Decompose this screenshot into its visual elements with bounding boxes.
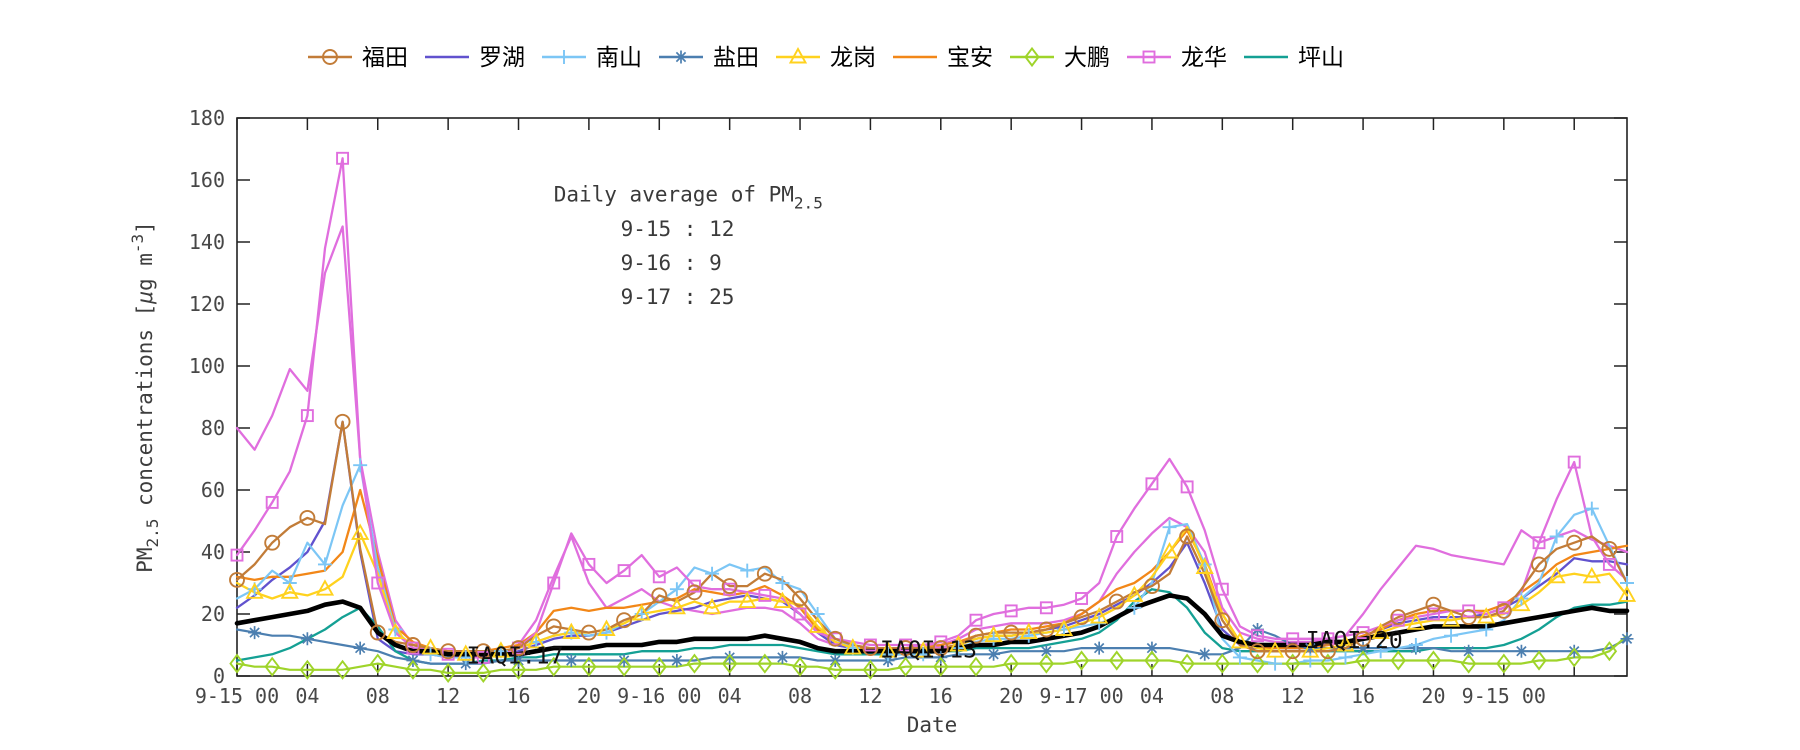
x-tick-label: 9-15 00: [195, 684, 279, 708]
x-tick-label: 20: [1421, 684, 1445, 708]
legend-label: 大鹏: [1064, 45, 1110, 71]
iaqi-annotation: IAQI:13: [880, 637, 977, 663]
legend-item-longgang: 龙岗: [776, 45, 876, 71]
tick-marks: 9-15 00 04 08 12 16 20 9-16 00 04 08 12 16 20 9-17 0…: [189, 106, 1627, 708]
legend-item-pingshan: 坪山: [1244, 45, 1344, 71]
y-tick-label: 100: [189, 354, 225, 378]
series-longgang-markers: [245, 523, 1637, 661]
legend-item-futian: 福田: [308, 45, 408, 71]
x-tick-label: 08: [788, 684, 812, 708]
x-tick-label: 04: [718, 684, 742, 708]
legend-item-baoan: 宝安: [893, 45, 993, 71]
iaqi-annotation: IAQI:20: [1306, 628, 1403, 654]
y-tick-label: 40: [201, 540, 225, 564]
legend-label: 南山: [596, 45, 642, 71]
x-tick-label: 16: [1351, 684, 1375, 708]
legend-item-luohu: 罗湖: [425, 45, 525, 71]
y-tick-label: 160: [189, 168, 225, 192]
series-longhua-unmarked-line: [235, 225, 1629, 659]
axis-titles: Date PM2.5 concentrations [μg m-3]: [128, 221, 957, 737]
legend-item-dapeng: 大鹏: [1010, 45, 1110, 71]
legend-label: 龙华: [1181, 45, 1227, 71]
legend-label: 宝安: [947, 45, 993, 71]
daily-average-line: 9-15 : 12: [621, 217, 735, 241]
series-longhua-markers: [230, 151, 1616, 664]
x-tick-label: 12: [436, 684, 460, 708]
x-tick-label: 12: [858, 684, 882, 708]
y-tick-label: 20: [201, 602, 225, 626]
legend-label: 龙岗: [830, 45, 876, 71]
daily-average-title: Daily average of PM2.5: [554, 183, 823, 213]
x-tick-label: 16: [506, 684, 530, 708]
series-dapeng-markers: [229, 641, 1618, 683]
x-tick-label: 9-16 00: [617, 684, 701, 708]
y-tick-label: 60: [201, 478, 225, 502]
x-tick-label: 16: [929, 684, 953, 708]
x-tick-label: 9-15 00: [1462, 684, 1546, 708]
y-axis-title: PM2.5 concentrations [μg m-3]: [128, 221, 162, 573]
x-tick-label: 04: [295, 684, 319, 708]
series-average-black-line: [234, 593, 1630, 657]
daily-average-line: 9-17 : 25: [621, 285, 735, 309]
x-tick-label: 20: [577, 684, 601, 708]
y-tick-label: 140: [189, 230, 225, 254]
x-tick-label: 08: [1210, 684, 1234, 708]
y-tick-label: 120: [189, 292, 225, 316]
series-lines: [234, 157, 1630, 674]
series-longhua-line: [235, 157, 1629, 659]
daily-average-line: 9-16 : 9: [621, 251, 722, 275]
x-tick-label: 9-17 00: [1039, 684, 1123, 708]
legend: 福田 罗湖 南山 盐田 龙岗 宝安 大鹏 龙华 坪山: [308, 45, 1344, 71]
y-tick-label: 180: [189, 106, 225, 130]
x-tick-label: 04: [1140, 684, 1164, 708]
legend-item-nanshan: 南山: [542, 45, 642, 71]
x-tick-label: 12: [1281, 684, 1305, 708]
x-axis-title: Date: [907, 713, 958, 737]
x-tick-label: 08: [366, 684, 390, 708]
annotations: Daily average of PM2.5 9-15 : 12 9-16 : 9 9…: [467, 183, 1403, 670]
y-tick-label: 80: [201, 416, 225, 440]
y-tick-label: 0: [213, 664, 225, 688]
legend-label: 坪山: [1298, 45, 1344, 71]
axes: [236, 117, 1628, 677]
series-nanshan-line: [235, 464, 1629, 665]
series-markers: [229, 151, 1637, 683]
legend-item-longhua: 龙华: [1127, 45, 1227, 71]
legend-item-yantian: 盐田: [659, 45, 759, 71]
legend-label: 罗湖: [479, 45, 525, 71]
x-tick-label: 20: [999, 684, 1023, 708]
series-futian-markers: [229, 413, 1618, 660]
series-dapeng-line: [235, 634, 1629, 674]
iaqi-annotation: IAQI:17: [467, 644, 564, 670]
legend-label: 福田: [362, 45, 408, 71]
legend-label: 盐田: [713, 45, 759, 71]
